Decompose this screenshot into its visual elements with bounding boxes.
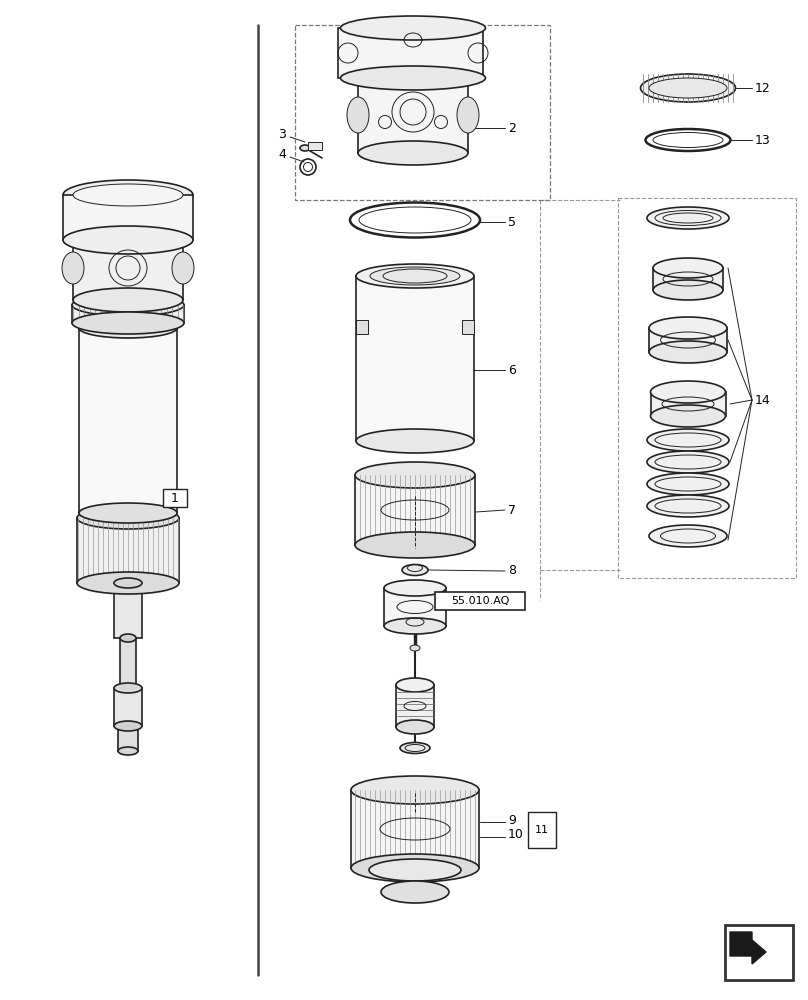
Ellipse shape xyxy=(63,180,193,210)
Text: 7: 7 xyxy=(508,504,516,516)
Ellipse shape xyxy=(649,525,727,547)
Ellipse shape xyxy=(650,405,726,427)
Bar xyxy=(118,726,138,751)
Bar xyxy=(351,790,479,868)
Ellipse shape xyxy=(647,429,729,451)
Ellipse shape xyxy=(369,859,461,881)
Text: 4: 4 xyxy=(278,148,286,161)
Ellipse shape xyxy=(114,578,142,588)
Bar xyxy=(653,268,723,290)
Ellipse shape xyxy=(641,74,735,102)
Ellipse shape xyxy=(62,252,84,284)
Bar xyxy=(384,588,446,626)
Ellipse shape xyxy=(457,97,479,133)
Bar xyxy=(396,685,434,727)
Bar xyxy=(725,925,793,980)
Ellipse shape xyxy=(400,742,430,754)
Ellipse shape xyxy=(396,720,434,734)
Bar xyxy=(618,198,796,578)
Ellipse shape xyxy=(63,226,193,254)
Ellipse shape xyxy=(647,207,729,229)
Bar xyxy=(72,305,184,323)
Bar xyxy=(77,518,179,583)
Ellipse shape xyxy=(647,495,729,517)
Bar xyxy=(163,489,187,507)
Bar xyxy=(651,392,726,416)
Ellipse shape xyxy=(384,618,446,634)
Ellipse shape xyxy=(355,462,475,488)
Ellipse shape xyxy=(347,97,369,133)
Text: 10: 10 xyxy=(508,828,524,842)
Bar xyxy=(79,328,177,513)
Bar xyxy=(356,320,368,334)
Ellipse shape xyxy=(120,634,136,642)
Ellipse shape xyxy=(649,317,727,339)
Ellipse shape xyxy=(647,473,729,495)
Text: 2: 2 xyxy=(508,121,516,134)
Ellipse shape xyxy=(384,580,446,596)
Ellipse shape xyxy=(72,294,184,316)
Bar xyxy=(295,25,550,200)
Text: 12: 12 xyxy=(755,82,771,95)
Ellipse shape xyxy=(351,776,479,804)
Ellipse shape xyxy=(370,267,460,285)
Ellipse shape xyxy=(77,572,179,594)
Polygon shape xyxy=(730,932,766,964)
Text: 8: 8 xyxy=(508,564,516,578)
Text: 9: 9 xyxy=(508,814,516,826)
Ellipse shape xyxy=(114,721,142,731)
Ellipse shape xyxy=(653,258,723,278)
Ellipse shape xyxy=(351,854,479,882)
Ellipse shape xyxy=(79,503,177,523)
Ellipse shape xyxy=(381,881,449,903)
Ellipse shape xyxy=(653,280,723,300)
Bar xyxy=(528,812,556,848)
Text: 5: 5 xyxy=(508,216,516,229)
Bar xyxy=(462,320,474,334)
Bar xyxy=(435,592,525,610)
Ellipse shape xyxy=(647,451,729,473)
Ellipse shape xyxy=(77,507,179,529)
Ellipse shape xyxy=(356,429,474,453)
Ellipse shape xyxy=(649,341,727,363)
Bar xyxy=(338,28,483,78)
Ellipse shape xyxy=(402,564,428,576)
Ellipse shape xyxy=(114,683,142,693)
Ellipse shape xyxy=(650,381,726,403)
Ellipse shape xyxy=(72,312,184,334)
Text: 3: 3 xyxy=(278,128,286,141)
Ellipse shape xyxy=(340,16,486,40)
Ellipse shape xyxy=(356,264,474,288)
Bar xyxy=(114,688,142,726)
Ellipse shape xyxy=(73,288,183,312)
Ellipse shape xyxy=(355,532,475,558)
Bar xyxy=(356,276,474,441)
Ellipse shape xyxy=(79,318,177,338)
Bar xyxy=(308,142,322,150)
Bar xyxy=(649,328,727,352)
Ellipse shape xyxy=(73,184,183,206)
Text: 1: 1 xyxy=(171,491,179,504)
Text: 13: 13 xyxy=(755,133,771,146)
Bar xyxy=(114,583,142,638)
Ellipse shape xyxy=(172,252,194,284)
Ellipse shape xyxy=(358,141,468,165)
Text: 55.010.AQ: 55.010.AQ xyxy=(451,596,509,606)
Bar xyxy=(358,78,468,153)
Text: 11: 11 xyxy=(535,825,549,835)
Text: 6: 6 xyxy=(508,363,516,376)
Ellipse shape xyxy=(396,678,434,692)
Text: 14: 14 xyxy=(755,393,771,406)
Ellipse shape xyxy=(340,66,486,90)
Ellipse shape xyxy=(410,645,420,651)
Ellipse shape xyxy=(118,747,138,755)
Ellipse shape xyxy=(300,145,310,151)
Ellipse shape xyxy=(649,78,727,98)
Bar xyxy=(355,475,475,545)
Bar xyxy=(120,638,136,688)
Bar xyxy=(73,240,183,300)
Bar xyxy=(63,195,193,240)
